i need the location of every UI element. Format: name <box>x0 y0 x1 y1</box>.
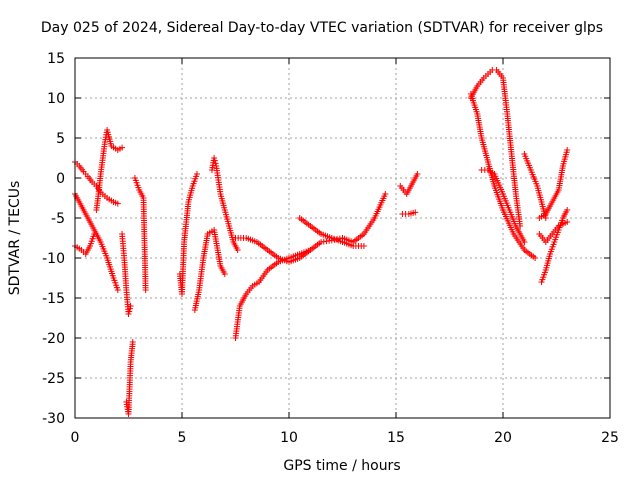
series-arc-q <box>467 91 539 261</box>
series-arc-e <box>119 231 134 317</box>
series-arc-j <box>208 155 241 253</box>
data-point-interp <box>211 157 218 164</box>
data-point <box>127 303 134 309</box>
data-point <box>114 200 121 207</box>
data-point <box>564 219 571 225</box>
series-arc-l <box>232 191 389 265</box>
data-point-interp <box>126 305 133 312</box>
data-point <box>521 239 528 245</box>
x-tick-label: 10 <box>280 430 298 446</box>
data-point <box>414 171 421 177</box>
y-tick-label: 10 <box>47 91 65 107</box>
series-arc-i <box>191 227 228 313</box>
series-arc-f <box>123 339 136 417</box>
data-point <box>125 311 132 317</box>
data-point <box>119 144 126 151</box>
series-arc-h <box>176 171 200 297</box>
grid <box>75 58 610 418</box>
x-tick-label: 25 <box>601 430 619 446</box>
x-tick-label: 20 <box>494 430 512 446</box>
data-point <box>412 209 419 216</box>
series-arc-r <box>478 167 528 245</box>
series-arc-d <box>93 127 126 213</box>
data-point <box>564 207 571 213</box>
series-arc-m <box>296 215 367 249</box>
data-point <box>382 191 389 197</box>
data-point <box>193 171 200 177</box>
y-tick-label: -15 <box>42 291 65 307</box>
series-arc-c <box>72 231 98 257</box>
series-arc-p <box>467 67 524 229</box>
series-arc-b <box>72 191 121 293</box>
y-tick-label: -20 <box>42 331 65 347</box>
x-tick-label: 15 <box>387 430 405 446</box>
chart-title: Day 025 of 2024, Sidereal Day-to-day VTE… <box>41 20 603 36</box>
series-arc-g <box>131 175 149 293</box>
series-arc-o <box>399 209 419 217</box>
y-tick-label: -25 <box>42 371 65 387</box>
data-point <box>142 287 149 293</box>
data-point <box>234 247 241 253</box>
data-point-interp <box>126 308 133 315</box>
data-point <box>221 271 228 277</box>
y-tick-label: -5 <box>51 211 65 227</box>
data-point <box>91 231 98 237</box>
data-point <box>129 339 136 345</box>
series-arc-v <box>536 219 571 245</box>
y-tick-label: 15 <box>47 51 65 67</box>
plot-frame <box>74 57 611 419</box>
data-point <box>532 255 539 261</box>
data-point <box>360 243 367 249</box>
series-arc-n <box>397 171 421 197</box>
data-point <box>564 147 571 153</box>
y-axis-label: SDTVAR / TECUs <box>7 181 23 296</box>
data-point <box>114 287 121 293</box>
y-tick-label: -10 <box>42 251 65 267</box>
x-tick-label: 5 <box>178 430 187 446</box>
data-marks <box>72 67 571 417</box>
y-tick-label: -30 <box>42 411 65 427</box>
axis-ticks: 0 5 10 15 20 25 -30 -25 -20 -15 -10 -5 0 5 10 15 <box>42 51 619 446</box>
series-arc-t <box>538 207 571 285</box>
data-point-interp <box>212 160 219 167</box>
x-axis-label: GPS time / hours <box>283 458 400 474</box>
series-arc-u <box>536 147 571 221</box>
y-tick-label: 5 <box>56 131 65 147</box>
y-tick-label: 0 <box>56 171 65 187</box>
series-arc-k <box>232 247 314 341</box>
x-tick-label: 0 <box>71 430 80 446</box>
data-point <box>211 155 218 161</box>
series-arc-s <box>521 151 549 221</box>
